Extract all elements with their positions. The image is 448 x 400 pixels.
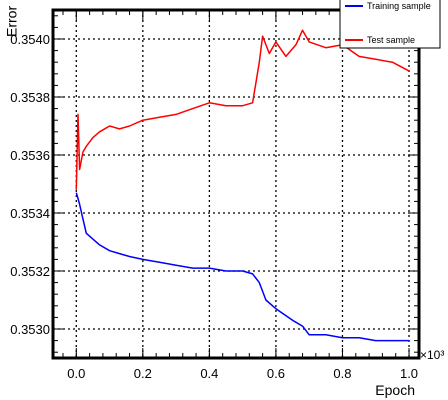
y-tick-label: 0.3534 — [10, 206, 50, 221]
x-tick-label: 0.4 — [200, 366, 218, 381]
series-layer — [75, 29, 410, 342]
x-tick-label: 1.0 — [400, 366, 418, 381]
x-axis-label: Epoch — [375, 382, 415, 398]
plot-area — [53, 10, 419, 358]
x-axis-multiplier: ×10³ — [420, 348, 444, 362]
y-tick-label: 0.3532 — [10, 264, 50, 279]
series-line-training — [75, 192, 409, 342]
series-line-test — [75, 29, 410, 190]
legend: Training sample Test sample — [339, 0, 441, 49]
y-tick-label: 0.3540 — [10, 32, 50, 47]
y-tick-label: 0.3530 — [10, 322, 50, 337]
tick-labels: 0.0 0.2 0.4 0.6 0.8 1.0 0.3530 0.3532 0.3534 0.35… — [10, 32, 418, 381]
y-tick-label: 0.3536 — [10, 148, 50, 163]
legend-label-training: Training sample — [367, 1, 431, 11]
x-tick-label: 0.0 — [67, 366, 85, 381]
y-axis-label: Error — [3, 6, 19, 37]
x-tick-label: 0.2 — [134, 366, 152, 381]
x-tick-label: 0.6 — [267, 366, 285, 381]
x-tick-label: 0.8 — [333, 366, 351, 381]
y-tick-label: 0.3538 — [10, 90, 50, 105]
ticks — [53, 10, 419, 358]
legend-label-test: Test sample — [367, 35, 415, 45]
